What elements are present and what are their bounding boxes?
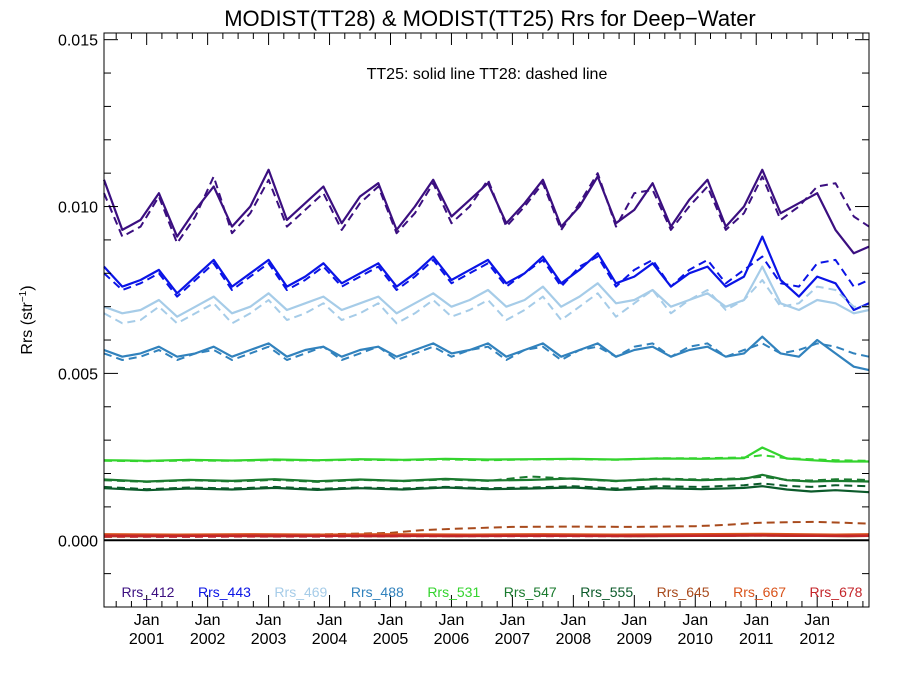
line-style-annotation: TT25: solid line TT28: dashed line (367, 66, 608, 83)
series-line-solid-Rrs_667 (103, 532, 870, 536)
legend-item-Rrs_488: Rrs_488 (351, 584, 404, 600)
y-axis: 0.000 0.005 0.010 0.015 (58, 33, 869, 575)
x-tick-label-year: 2009 (617, 631, 653, 648)
legend-item-Rrs_547: Rrs_547 (504, 584, 557, 600)
x-tick-label-month: Jan (195, 612, 221, 629)
legend: Rrs_412 Rrs_443 Rrs_469 Rrs_488 Rrs_531 Rrs_5… (122, 584, 863, 600)
x-tick-label-month: Jan (500, 612, 526, 629)
series-line-solid-Rrs_531 (103, 446, 869, 463)
x-tick-label-year: 2006 (434, 631, 470, 648)
series-line-solid-Rrs_547 (103, 473, 870, 483)
x-tick-label-year: 2004 (312, 631, 348, 648)
series-line-dashed-Rrs_443 (103, 255, 870, 298)
x-tick-label-year: 2010 (677, 631, 713, 648)
y-tick-label: 0.015 (58, 33, 98, 50)
legend-item-Rrs_531: Rrs_531 (427, 584, 480, 600)
x-tick-label-month: Jan (256, 612, 282, 629)
legend-item-Rrs_555: Rrs_555 (580, 584, 633, 600)
x-tick-label-year: 2001 (129, 631, 165, 648)
plot-lines (102, 168, 870, 542)
series-line-solid-Rrs_469 (103, 265, 870, 318)
legend-item-Rrs_645: Rrs_645 (657, 584, 710, 600)
x-axis: Jan 2001 Jan 2002 Jan 2003 Jan 2004 Jan 2005 Jan 20… (115, 33, 864, 648)
x-tick-label-month: Jan (743, 612, 769, 629)
x-tick-label-year: 2002 (190, 631, 226, 648)
y-tick-label: 0.010 (58, 200, 98, 217)
x-tick-label-month: Jan (621, 612, 647, 629)
y-axis-label: Rrs (str−1) (18, 285, 36, 354)
y-tick-label: 0.005 (58, 366, 98, 383)
x-tick-label-month: Jan (560, 612, 586, 629)
x-tick-label-month: Jan (682, 612, 708, 629)
y-axis-label-close: ) (19, 285, 36, 290)
series-line-solid-Rrs_443 (103, 235, 870, 312)
x-tick-label-year: 2011 (739, 631, 774, 648)
x-tick-label-month: Jan (439, 612, 465, 629)
x-tick-label-year: 2012 (799, 631, 835, 648)
series-line-dashed-Rrs_412 (103, 172, 870, 245)
series-line-solid-Rrs_412 (102, 168, 870, 255)
series-line-solid-Rrs_488 (103, 335, 870, 372)
legend-item-Rrs_443: Rrs_443 (198, 584, 251, 600)
series-line-dashed-Rrs_488 (103, 342, 870, 361)
x-tick-label-year: 2008 (556, 631, 592, 648)
y-tick-label: 0.000 (58, 533, 98, 550)
series-line-solid-Rrs_678 (103, 534, 870, 538)
plot-frame (103, 32, 870, 608)
x-tick-label-year: 2005 (373, 631, 409, 648)
legend-item-Rrs_469: Rrs_469 (274, 584, 327, 600)
x-tick-label-month: Jan (134, 612, 160, 629)
series-line-solid-Rrs_555 (103, 485, 870, 494)
legend-item-Rrs_412: Rrs_412 (122, 584, 175, 600)
x-tick-label-year: 2007 (495, 631, 531, 648)
chart-title: MODIST(TT28) & MODIST(TT25) Rrs for Deep… (224, 6, 756, 31)
y-axis-label-sup: −1 (18, 290, 29, 302)
x-tick-label-month: Jan (804, 612, 830, 629)
legend-item-Rrs_667: Rrs_667 (733, 584, 786, 600)
x-tick-label-year: 2003 (251, 631, 287, 648)
legend-item-Rrs_678: Rrs_678 (810, 584, 863, 600)
x-tick-label-month: Jan (378, 612, 404, 629)
y-axis-label-main: Rrs (str (19, 301, 36, 354)
x-tick-label-month: Jan (317, 612, 343, 629)
